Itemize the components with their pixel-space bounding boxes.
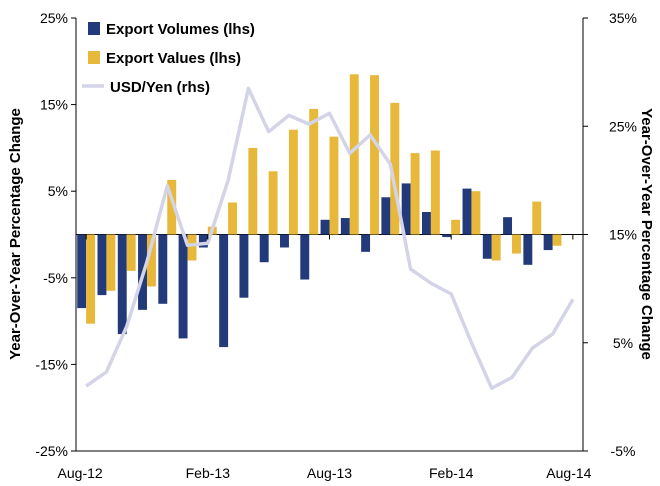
export-values-bar-May-14 — [512, 234, 521, 254]
export-volumes-bar-Oct-12 — [117, 234, 127, 335]
legend-label-export-volumes: Export Volumes (lhs) — [106, 21, 255, 38]
export-volumes-bar-Jun-14 — [523, 234, 533, 265]
export-volumes-bar-Sep-12 — [97, 234, 107, 296]
left-axis-title: Year-Over-Year Percentage Change — [7, 108, 24, 360]
right-axis-title: Year-Over-Year Percentage Change — [638, 108, 655, 360]
legend-label-usdyen: USD/Yen (rhs) — [110, 79, 210, 96]
export-values-bar-Jan-13 — [187, 234, 197, 261]
export-values-bar-Dec-13 — [410, 153, 420, 235]
x-tick-label: Feb-13 — [186, 465, 231, 481]
x-tick-label: Aug-14 — [546, 465, 591, 481]
export-volumes-bar-Aug-12 — [77, 234, 87, 309]
export-volumes-bar-Dec-13 — [401, 183, 411, 235]
export-volumes-bar-May-14 — [503, 217, 513, 235]
export-values-bar-May-13 — [268, 171, 278, 235]
tick-labels: -25% -15% -5% 5% 15% 25% -5% 5% 15% 25% 35% Aug-12 F… — [35, 10, 637, 481]
export-volumes-bar-Oct-13 — [361, 234, 371, 252]
export-values-bar-Sep-13 — [349, 74, 359, 235]
export-values-bar-Feb-14 — [451, 219, 461, 235]
left-tick-label: -25% — [35, 443, 68, 459]
usdyen-line — [85, 86, 575, 390]
export-values-bar-Jan-14 — [430, 150, 440, 235]
export-values-bar-Jul-14 — [552, 234, 562, 246]
usdyen-line-layer — [85, 86, 575, 390]
legend-swatch-export-values — [88, 51, 100, 64]
legend: Export Volumes (lhs) Export Values (lhs) U… — [82, 21, 255, 96]
export-volumes-bar-Jan-14 — [421, 211, 431, 235]
x-tick-label: Feb-14 — [429, 465, 474, 481]
export-volumes-bar-May-13 — [259, 234, 269, 263]
x-tick-label: Aug-12 — [58, 465, 103, 481]
export-values-bar-Apr-13 — [248, 147, 258, 235]
export-values-bar-Nov-12 — [146, 234, 156, 287]
bars — [77, 74, 562, 348]
export-values-bar-Mar-14 — [471, 191, 481, 235]
export-volumes-bar-Nov-13 — [381, 197, 391, 235]
export-volumes-bar-Mar-13 — [219, 234, 229, 348]
export-volumes-bar-Jul-13 — [300, 234, 310, 280]
right-tick-label: 5% — [613, 335, 633, 351]
legend-label-export-values: Export Values (lhs) — [106, 50, 241, 67]
export-volumes-bar-Apr-13 — [239, 234, 249, 298]
export-volumes-bar-Aug-13 — [320, 219, 330, 235]
export-values-bar-Aug-12 — [86, 234, 96, 324]
export-values-bar-Jul-13 — [309, 108, 319, 235]
legend-swatch-export-volumes — [88, 22, 100, 35]
right-tick-label: 25% — [609, 118, 637, 134]
export-volumes-bar-Dec-12 — [158, 234, 168, 304]
left-tick-label: 25% — [40, 10, 68, 26]
left-tick-label: 15% — [40, 97, 68, 113]
export-values-bar-Sep-12 — [106, 234, 116, 291]
export-volumes-bar-Apr-14 — [482, 234, 492, 259]
export-values-bar-Jun-14 — [532, 201, 542, 235]
left-tick-label: 5% — [48, 183, 68, 199]
x-tick-label: Aug-13 — [307, 465, 352, 481]
right-tick-label: 15% — [609, 227, 637, 243]
export-volumes-bar-Jul-14 — [543, 234, 553, 251]
export-values-bar-Mar-13 — [228, 202, 238, 235]
export-volumes-bar-Jun-13 — [280, 234, 289, 248]
export-values-bar-Oct-12 — [126, 234, 136, 271]
export-values-bar-Nov-13 — [390, 102, 400, 235]
export-volumes-bar-Feb-14 — [442, 234, 452, 238]
export-values-bar-Apr-14 — [491, 234, 501, 261]
export-values-bar-Aug-13 — [329, 136, 339, 235]
export-volumes-bar-Feb-13 — [198, 234, 208, 248]
left-tick-label: -15% — [35, 356, 68, 372]
right-tick-label: -5% — [611, 443, 636, 459]
left-tick-label: -5% — [43, 270, 68, 286]
export-values-bar-Oct-13 — [370, 75, 379, 235]
export-values-bar-Dec-12 — [167, 179, 177, 235]
right-tick-label: 35% — [609, 10, 637, 26]
export-values-bar-Jun-13 — [288, 129, 298, 235]
axis-titles: Year-Over-Year Percentage Change Year-Ove… — [7, 108, 655, 360]
export-volumes-bar-Sep-13 — [340, 218, 350, 235]
export-volumes-bar-Jan-13 — [178, 234, 188, 339]
export-volumes-bar-Mar-14 — [462, 188, 472, 235]
